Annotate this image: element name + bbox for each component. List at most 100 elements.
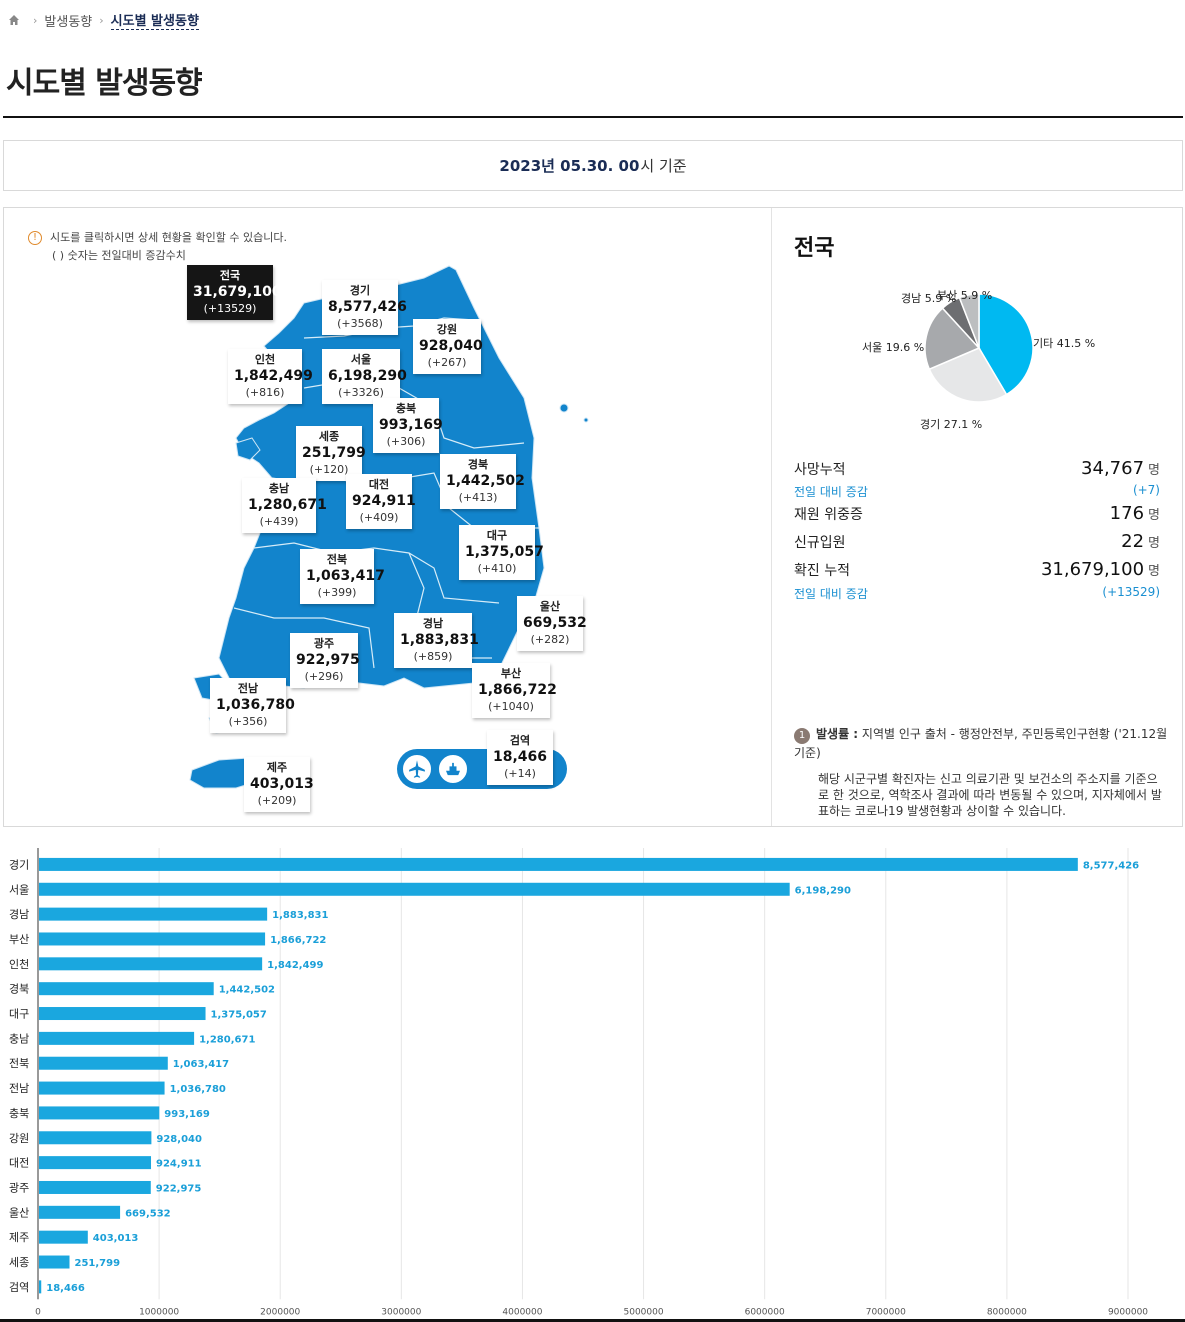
bar[interactable] xyxy=(39,857,1078,871)
region-label-gyeonggi[interactable]: 경기 8,577,426 (+3568) xyxy=(322,280,407,335)
region-delta: (+13529) xyxy=(203,302,257,315)
region-delta: (+296) xyxy=(304,670,344,683)
region-delta: (+410) xyxy=(477,562,517,575)
stat-unit: 명 xyxy=(1148,463,1160,478)
bar[interactable] xyxy=(39,1156,152,1170)
info-icon: ! xyxy=(28,231,42,245)
category-label: 울산 xyxy=(9,1206,29,1219)
category-label: 경기 xyxy=(9,858,29,871)
region-label-jeju[interactable]: 제주 403,013 (+209) xyxy=(244,757,314,812)
region-label-sejong[interactable]: 세종 251,799 (+120) xyxy=(296,426,366,481)
x-tick-label: 9000000 xyxy=(1108,1307,1148,1317)
bar[interactable] xyxy=(39,1106,160,1120)
dokdo-shape xyxy=(583,417,589,423)
stat-label: 사망누적 xyxy=(794,462,846,478)
breadcrumb-parent[interactable]: 발생동향 xyxy=(44,14,93,30)
region-name: 세종 xyxy=(318,430,340,443)
home-icon[interactable] xyxy=(8,14,20,26)
bar[interactable] xyxy=(39,1180,151,1194)
bar[interactable] xyxy=(39,1007,206,1021)
stat-deaths: 사망누적 34,767 명 xyxy=(794,458,1160,479)
region-value: 31,679,100 xyxy=(193,284,282,300)
notice-line-2: ( ) 숫자는 전일대비 증감수치 xyxy=(52,249,186,262)
map-panel: ! 시도를 클릭하시면 상세 현황을 확인할 수 있습니다. ( ) 숫자는 전일… xyxy=(3,207,1183,827)
panel-divider xyxy=(771,208,772,826)
region-label-gangwon[interactable]: 강원 928,040 (+267) xyxy=(413,319,483,374)
stat-change-value: (+7) xyxy=(1132,483,1160,497)
chevron-right-icon: › xyxy=(33,13,38,27)
region-label-chungnam[interactable]: 충남 1,280,671 (+439) xyxy=(242,478,327,533)
region-label-daegu[interactable]: 대구 1,375,057 (+410) xyxy=(459,525,544,580)
ulleung-shape xyxy=(559,403,569,413)
region-value: 922,975 xyxy=(296,652,360,668)
region-label-jeonnam[interactable]: 전남 1,036,780 (+356) xyxy=(210,678,295,733)
stat-change-label: 전일 대비 증감 xyxy=(794,587,868,601)
bar[interactable] xyxy=(39,882,790,896)
bar[interactable] xyxy=(39,957,263,971)
region-label-jeonbuk[interactable]: 전북 1,063,417 (+399) xyxy=(300,549,385,604)
date-suffix: 시 기준 xyxy=(640,157,687,175)
bar-value-label: 669,532 xyxy=(125,1208,171,1219)
category-label: 인천 xyxy=(9,957,29,971)
category-label: 경북 xyxy=(9,983,29,996)
x-tick-label: 7000000 xyxy=(866,1307,906,1317)
bar[interactable] xyxy=(39,1255,70,1269)
stat-change-value: (+13529) xyxy=(1102,585,1160,599)
breadcrumb-current[interactable]: 시도별 발생동향 xyxy=(110,10,199,30)
region-label-daejeon[interactable]: 대전 924,911 (+409) xyxy=(346,474,416,529)
region-delta: (+399) xyxy=(317,586,357,599)
region-label-national[interactable]: 전국 31,679,100 (+13529) xyxy=(187,265,282,320)
region-value: 1,375,057 xyxy=(465,544,544,560)
region-value: 1,883,831 xyxy=(400,632,479,648)
x-tick-label: 3000000 xyxy=(381,1307,421,1317)
pie-label-busan: 부산 5.9 % xyxy=(937,289,993,302)
bar[interactable] xyxy=(39,1081,165,1095)
region-name: 충남 xyxy=(268,482,290,495)
region-label-gyeongnam[interactable]: 경남 1,883,831 (+859) xyxy=(394,613,479,668)
stat-label: 확진 누적 xyxy=(794,563,850,579)
bar[interactable] xyxy=(39,1280,42,1294)
region-name: 대구 xyxy=(486,529,508,542)
bar[interactable] xyxy=(39,1056,168,1070)
region-label-seoul[interactable]: 서울 6,198,290 (+3326) xyxy=(322,349,407,404)
x-tick-label: 6000000 xyxy=(745,1307,785,1317)
bar[interactable] xyxy=(39,1131,152,1145)
bar[interactable] xyxy=(39,907,268,921)
region-delta: (+1040) xyxy=(488,700,534,713)
bar-value-label: 1,866,722 xyxy=(270,935,326,946)
bar-value-label: 8,577,426 xyxy=(1083,860,1139,871)
category-label: 세종 xyxy=(9,1256,29,1269)
bar[interactable] xyxy=(39,982,214,996)
bar[interactable] xyxy=(39,1230,88,1244)
region-label-busan[interactable]: 부산 1,866,722 (+1040) xyxy=(472,663,557,718)
airplane-icon xyxy=(401,753,433,785)
category-label: 대구 xyxy=(9,1008,29,1021)
bar[interactable] xyxy=(39,1031,195,1045)
border-jeon xyxy=(253,542,500,604)
bar[interactable] xyxy=(39,1205,121,1219)
bar[interactable] xyxy=(39,932,266,946)
region-bar-chart: 0 1000000 2000000 3000000 4000000 5000000 6000… xyxy=(9,848,1148,1317)
region-label-gyeongbuk[interactable]: 경북 1,442,502 (+413) xyxy=(440,454,525,509)
x-tick-label: 1000000 xyxy=(139,1307,179,1317)
region-delta: (+306) xyxy=(386,435,426,448)
stat-unit: 명 xyxy=(1148,508,1160,523)
region-value: 403,013 xyxy=(250,776,314,792)
stat-change-label: 전일 대비 증감 xyxy=(794,485,868,499)
bar-value-label: 1,375,057 xyxy=(211,1010,267,1021)
region-label-ulsan[interactable]: 울산 669,532 (+282) xyxy=(517,596,587,651)
region-label-incheon[interactable]: 인천 1,842,499 (+816) xyxy=(228,349,313,404)
category-label: 제주 xyxy=(9,1231,29,1244)
region-name: 전남 xyxy=(237,682,259,695)
region-value: 924,911 xyxy=(352,493,416,509)
region-name: 인천 xyxy=(254,353,276,366)
west-island-shape xyxy=(235,437,261,461)
bar-value-label: 1,280,671 xyxy=(199,1034,255,1045)
region-label-chungbuk[interactable]: 충북 993,169 (+306) xyxy=(373,398,443,453)
region-name: 광주 xyxy=(313,637,335,650)
region-label-gwangju[interactable]: 광주 922,975 (+296) xyxy=(290,633,360,688)
region-label-quarantine[interactable]: 검역 18,466 (+14) xyxy=(487,730,553,785)
stat-severe: 재원 위중증 176 명 xyxy=(794,503,1160,524)
stat-unit: 명 xyxy=(1148,564,1160,579)
breadcrumb: › 발생동향 › 시도별 발생동향 xyxy=(8,10,199,30)
